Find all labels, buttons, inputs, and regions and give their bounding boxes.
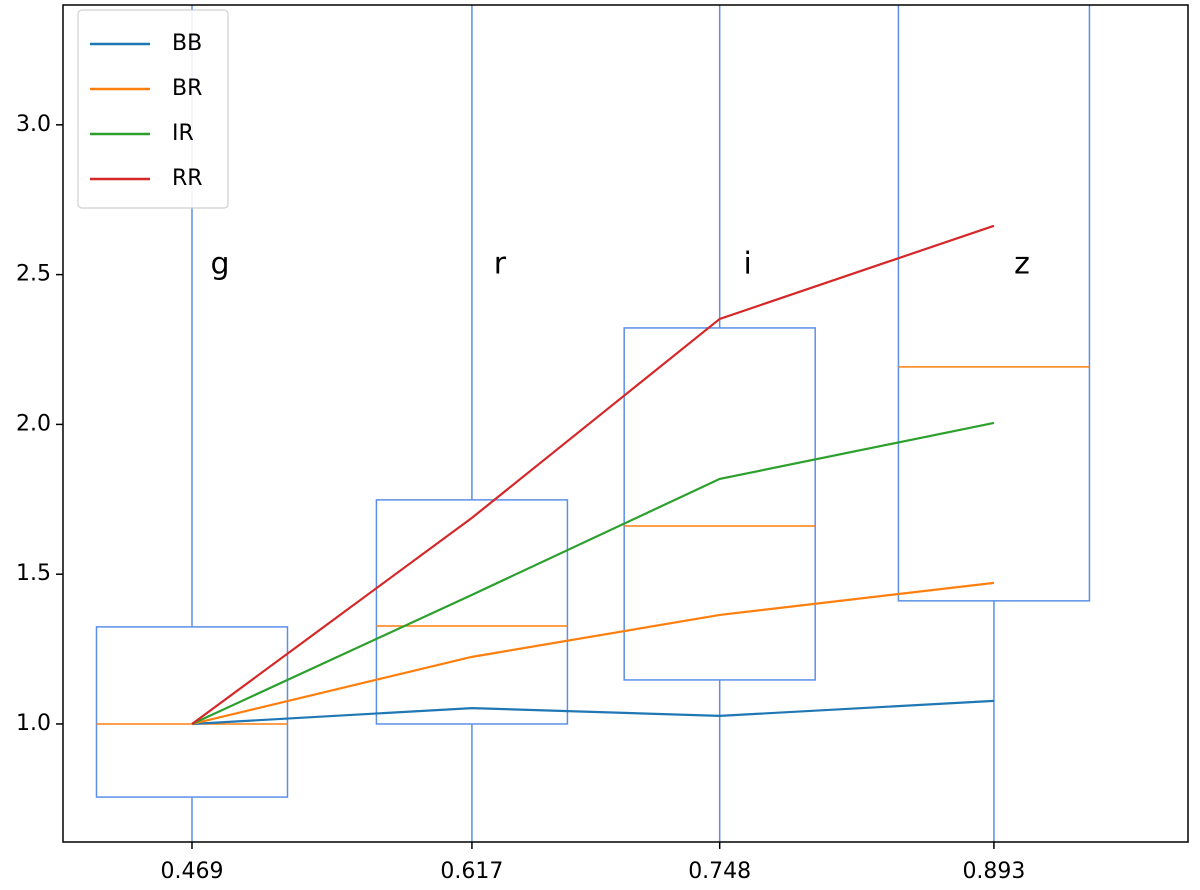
legend-label: RR (172, 166, 203, 191)
box (897, 5, 1091, 602)
legend-label: BR (172, 76, 202, 101)
x-tick-label: 0.748 (688, 859, 751, 884)
annotation: i (744, 247, 752, 282)
y-tick-label: 1.5 (16, 561, 51, 586)
legend-label: IR (172, 121, 194, 146)
annotation: g (210, 247, 229, 282)
plot-area (95, 5, 1091, 842)
y-tick-label: 3.0 (16, 112, 51, 137)
series-line (191, 421, 995, 725)
series-line (191, 224, 995, 725)
annotation: z (1014, 247, 1030, 282)
x-tick-label: 0.469 (161, 859, 224, 884)
annotation: r (494, 247, 507, 282)
box (623, 327, 816, 681)
y-tick-label: 2.5 (16, 262, 51, 287)
y-tick-label: 2.0 (16, 411, 51, 436)
axes: 1.0 1.5 2.0 2.5 3.0 0.469 0.617 0.748 0.893 g r i z (16, 112, 1030, 884)
legend: BB BR IR RR (77, 9, 229, 209)
legend-box (77, 9, 229, 209)
x-tick-label: 0.893 (962, 859, 1025, 884)
series-line (191, 699, 995, 726)
box (95, 626, 289, 798)
y-tick-label: 1.0 (16, 711, 51, 736)
x-tick-label: 0.617 (440, 859, 503, 884)
legend-label: BB (172, 31, 202, 56)
box (375, 499, 569, 725)
plot-frame (62, 4, 1189, 843)
series-line (191, 581, 995, 726)
